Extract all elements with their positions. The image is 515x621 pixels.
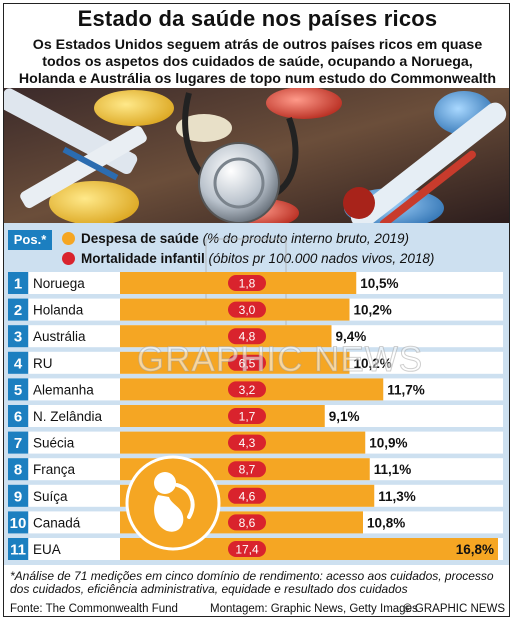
country-label: Suécia <box>33 436 75 451</box>
spending-value-label: 9,4% <box>336 329 367 344</box>
rank-box <box>8 351 28 374</box>
mortality-legend-swatch <box>62 252 75 265</box>
position-header: Pos.* <box>8 230 52 250</box>
rank-label: 8 <box>14 462 22 479</box>
rank-box <box>8 298 28 321</box>
mortality-pill <box>228 434 266 451</box>
spending-bar <box>120 405 325 427</box>
spending-bar <box>120 538 498 560</box>
spending-value-label: 10,9% <box>369 436 407 451</box>
rank-box <box>8 431 28 454</box>
mortality-value-label: 3,0 <box>239 303 256 317</box>
source-credit: Fonte: The Commonwealth Fund <box>10 603 178 615</box>
mortality-pill <box>228 487 266 504</box>
legend-spending: Despesa de saúde (% do produto interno b… <box>62 231 409 246</box>
rank-box <box>8 378 28 401</box>
rank-label: 9 <box>14 488 22 505</box>
rank-box <box>8 484 28 507</box>
page-title: Estado da saúde nos países ricos <box>77 6 438 31</box>
spending-value-label: 11,7% <box>387 382 425 397</box>
rank-box <box>8 458 28 481</box>
country-label: RU <box>33 356 53 371</box>
spending-value-label: 10,5% <box>360 276 398 291</box>
spending-legend-swatch <box>62 232 75 245</box>
spending-value-label: 11,1% <box>374 462 412 477</box>
rank-label: 7 <box>14 435 22 452</box>
rank-box <box>8 538 28 560</box>
country-label: Canadá <box>33 515 81 530</box>
rank-label: 6 <box>14 409 22 426</box>
mortality-pill <box>228 354 266 371</box>
country-label: Suíça <box>33 489 68 504</box>
country-label: Alemanha <box>33 382 94 397</box>
mortality-value-label: 6,5 <box>239 356 256 370</box>
mortality-pill <box>228 541 266 557</box>
mortality-value-label: 4,6 <box>239 489 256 503</box>
rank-label: 2 <box>14 302 22 319</box>
footer: Fonte: The Commonwealth Fund Montagem: G… <box>4 602 511 617</box>
spending-value-label: 16,8% <box>456 542 494 557</box>
spending-value-label: 10,2% <box>354 303 392 318</box>
mortality-legend-note: (óbitos pr 100.000 nados vivos, 2018) <box>208 251 435 266</box>
rank-label: 3 <box>14 329 22 346</box>
legend-mortality: Mortalidade infantil (óbitos pr 100.000 … <box>62 251 434 266</box>
rank-box <box>8 272 28 294</box>
spending-value-label: 10,8% <box>367 515 405 530</box>
spending-value-label: 11,3% <box>378 489 416 504</box>
spending-value-label: 10,2% <box>354 356 392 371</box>
country-label: Noruega <box>33 276 85 291</box>
rank-box <box>8 511 28 534</box>
mortality-value-label: 4,3 <box>239 436 256 450</box>
watermark-text: GRAPHIC NEWS <box>136 340 424 380</box>
rank-label: 11 <box>10 542 26 559</box>
mortality-value-label: 1,8 <box>239 277 256 291</box>
rank-box <box>8 405 28 427</box>
mortality-pill <box>228 514 266 531</box>
rank-label: 5 <box>14 382 22 399</box>
rank-label: 4 <box>14 355 23 372</box>
country-label: N. Zelândia <box>33 409 103 424</box>
header-photo-montage <box>4 88 509 223</box>
spending-legend-note: (% do produto interno bruto, 2019) <box>202 231 409 246</box>
mortality-pill <box>228 328 266 345</box>
medical-equipment-illustration <box>4 88 509 223</box>
mortality-value-label: 17,4 <box>235 543 259 557</box>
baby-icon <box>125 455 221 551</box>
copyright: © GRAPHIC NEWS <box>403 603 505 615</box>
country-label: Holanda <box>33 303 84 318</box>
mortality-value-label: 4,8 <box>239 330 256 344</box>
rank-label: 10 <box>10 515 27 532</box>
mortality-value-label: 1,7 <box>239 410 256 424</box>
mortality-pill <box>228 275 266 291</box>
country-label: França <box>33 462 76 477</box>
country-label: EUA <box>33 542 61 557</box>
rank-label: 1 <box>14 276 22 293</box>
mortality-value-label: 8,7 <box>239 463 256 477</box>
mortality-pill <box>228 461 266 478</box>
spending-bar <box>120 325 332 348</box>
country-label: Austrália <box>33 329 86 344</box>
spending-value-label: 9,1% <box>329 409 360 424</box>
montage-credit: Montagem: Graphic News, Getty Images <box>210 603 418 615</box>
mortality-legend-label: Mortalidade infantil <box>81 251 205 266</box>
mortality-pill <box>228 301 266 318</box>
footnote: *Análise de 71 medições em cinco domínio… <box>10 569 494 596</box>
spending-legend-label: Despesa de saúde <box>81 231 199 246</box>
mortality-value-label: 8,6 <box>239 516 256 530</box>
mortality-pill <box>228 381 266 398</box>
mortality-pill <box>228 408 266 424</box>
rank-box <box>8 325 28 348</box>
mortality-value-label: 3,2 <box>239 383 256 397</box>
